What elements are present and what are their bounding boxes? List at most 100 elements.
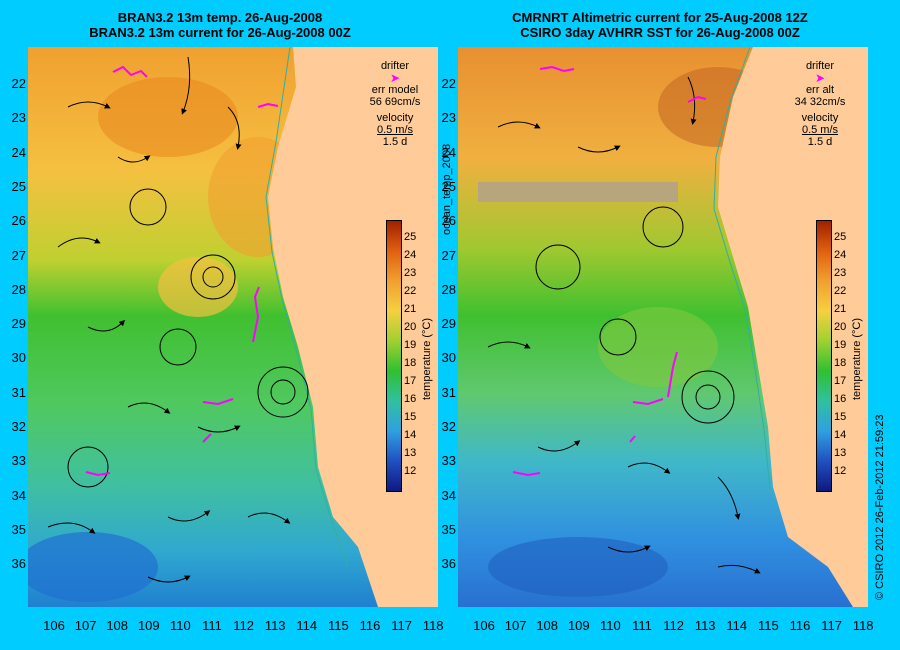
drifter-label: drifter: [805, 60, 835, 72]
lon-tick-label: 110: [600, 618, 621, 633]
right-legend: drifter ➤ err alt 34 32cm/s velocity 0.5…: [780, 60, 860, 148]
lon-tick-label: 108: [106, 618, 129, 633]
velocity-label: velocity: [801, 112, 839, 124]
colorbar-tick-label: 23: [404, 267, 417, 279]
right-map-panel: [458, 47, 868, 607]
lat-tick-label: 24: [11, 144, 26, 160]
lon-tick-label: 115: [328, 618, 349, 633]
lon-tick-label: 117: [821, 618, 842, 633]
current-vectors: [47, 56, 309, 583]
lat-tick-label: 34: [441, 487, 456, 503]
colorbar-tick-label: 15: [834, 411, 847, 423]
left-title-line2: BRAN3.2 13m current for 26-Aug-2008 00Z: [89, 25, 351, 40]
colorbar-tick-label: 21: [404, 303, 417, 315]
colorbar-tick-label: 20: [834, 321, 847, 333]
lat-tick-label: 35: [11, 521, 26, 537]
lon-tick-label: 111: [202, 618, 222, 633]
colorbar-tick-label: 24: [834, 249, 847, 261]
colorbar-tick-label: 20: [404, 321, 417, 333]
lon-tick-label: 111: [632, 618, 652, 633]
lat-tick-label: 29: [11, 316, 26, 332]
right-colorbar-title: temperature (°C): [851, 317, 863, 400]
lon-tick-label: 107: [74, 618, 97, 633]
dataset-label: ocean_temp_2008: [441, 143, 453, 235]
right-title-line2: CSIRO 3day AVHRR SST for 26-Aug-2008 00Z: [520, 25, 800, 40]
lat-tick-label: 27: [11, 247, 26, 263]
lat-tick-label: 29: [441, 316, 456, 332]
lon-tick-label: 113: [694, 618, 716, 633]
lat-tick-label: 36: [11, 556, 26, 572]
lat-tick-label: 24: [441, 144, 456, 160]
cloud-mask: [478, 182, 678, 202]
lon-tick-label: 108: [536, 618, 559, 633]
err-label: err alt: [805, 84, 835, 96]
left-title-line1: BRAN3.2 13m temp. 26-Aug-2008: [117, 10, 323, 25]
right-title-line1: CMRNRT Altimetric current for 25-Aug-200…: [512, 10, 808, 25]
colorbar-tick-label: 16: [404, 393, 417, 405]
lat-tick-label: 25: [441, 178, 456, 194]
lat-tick-label: 23: [11, 110, 26, 126]
colorbar-tick-label: 25: [404, 231, 417, 243]
colorbar-tick-label: 12: [834, 465, 847, 477]
left-legend: drifter ➤ err model 56 69cm/s velocity 0…: [355, 60, 435, 148]
left-map: [28, 47, 438, 607]
colorbar-tick-label: 13: [834, 447, 847, 459]
lon-tick-label: 112: [663, 618, 684, 633]
speed-scale: 0.5 m/s: [376, 124, 414, 136]
lat-tick-label: 25: [11, 178, 26, 194]
lon-tick-label: 114: [726, 618, 748, 633]
lat-tick-label: 33: [441, 453, 456, 469]
err-value: 56 69cm/s: [369, 96, 421, 108]
lat-tick-label: 22: [441, 76, 456, 91]
colorbar-tick-label: 18: [834, 357, 847, 369]
left-colorbar-title: temperature (°C): [421, 317, 433, 400]
current-vectors: [487, 76, 761, 574]
lon-tick-label: 106: [43, 618, 65, 633]
lon-tick-label: 112: [233, 618, 254, 633]
lon-tick-label: 110: [170, 618, 191, 633]
lon-tick-label: 116: [359, 618, 381, 633]
lat-tick-label: 28: [441, 281, 456, 297]
lon-tick-label: 118: [852, 618, 874, 633]
colorbar-tick-label: 19: [834, 339, 847, 351]
colorbar-tick-label: 17: [834, 375, 847, 387]
lon-tick-label: 114: [296, 618, 318, 633]
err-value: 34 32cm/s: [794, 96, 846, 108]
lon-tick-label: 107: [504, 618, 527, 633]
colorbar-tick-label: 14: [404, 429, 417, 441]
lat-tick-label: 27: [441, 247, 456, 263]
lat-tick-label: 30: [11, 350, 26, 366]
lon-tick-label: 118: [422, 618, 444, 633]
speed-scale: 0.5 m/s: [801, 124, 839, 136]
colorbar-tick-label: 14: [834, 429, 847, 441]
lat-tick-label: 26: [441, 213, 456, 229]
lat-tick-label: 32: [441, 419, 456, 434]
lon-tick-label: 109: [567, 618, 590, 633]
colorbar-tick-label: 19: [404, 339, 417, 351]
drifter-label: drifter: [380, 60, 410, 72]
colorbar-tick-label: 23: [834, 267, 847, 279]
lat-tick-label: 35: [441, 521, 456, 537]
colorbar-tick-label: 18: [404, 357, 417, 369]
lon-tick-label: 106: [473, 618, 495, 633]
lat-tick-label: 28: [11, 281, 26, 297]
right-colorbar: [816, 220, 832, 492]
right-map: [458, 47, 868, 607]
lon-tick-label: 115: [758, 618, 779, 633]
colorbar-tick-label: 15: [404, 411, 417, 423]
colorbar-tick-label: 16: [834, 393, 847, 405]
colorbar-tick-label: 17: [404, 375, 417, 387]
colorbar-tick-label: 22: [834, 285, 847, 297]
lat-tick-label: 31: [441, 384, 456, 400]
lat-tick-label: 34: [11, 487, 26, 503]
left-colorbar: [386, 220, 402, 492]
lat-tick-label: 36: [441, 556, 456, 572]
lon-tick-label: 113: [264, 618, 286, 633]
lat-tick-label: 33: [11, 453, 26, 469]
colorbar-tick-label: 25: [834, 231, 847, 243]
lat-tick-label: 26: [11, 213, 26, 229]
lat-tick-label: 32: [11, 419, 26, 434]
lat-tick-label: 23: [441, 110, 456, 126]
lat-tick-label: 22: [11, 76, 26, 91]
colorbar-tick-label: 13: [404, 447, 417, 459]
